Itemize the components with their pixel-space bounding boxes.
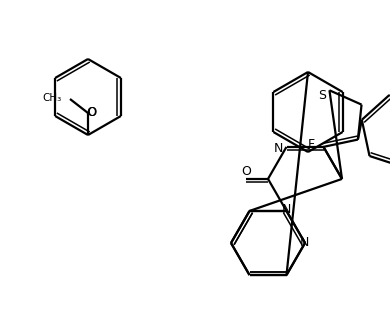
Text: N: N (282, 203, 291, 217)
Text: O: O (87, 106, 97, 119)
Text: F: F (307, 138, 315, 150)
Text: N: N (274, 142, 283, 155)
Text: N: N (299, 236, 309, 250)
Text: CH₃: CH₃ (43, 93, 62, 103)
Text: O: O (241, 165, 251, 178)
Text: S: S (319, 89, 326, 102)
Text: O: O (86, 105, 96, 119)
